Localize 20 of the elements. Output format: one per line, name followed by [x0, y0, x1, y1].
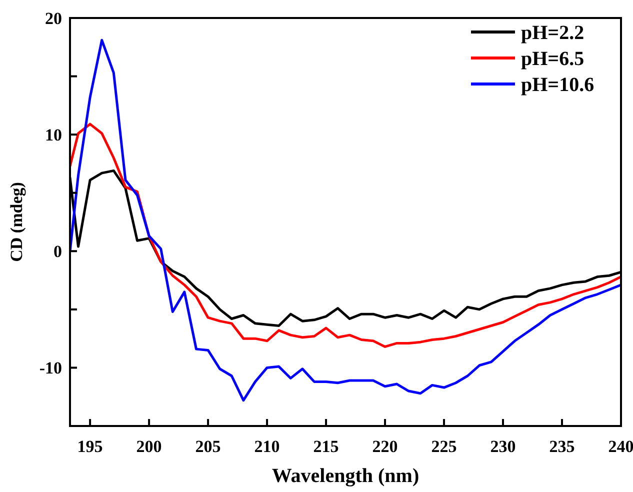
line-series — [70, 122, 621, 348]
legend-label: pH=6.5 — [521, 48, 584, 70]
x-tick-label: 205 — [195, 437, 221, 456]
legend-label: pH=2.2 — [521, 22, 584, 44]
x-tick-label: 225 — [431, 437, 457, 456]
x-tick-label: 195 — [77, 437, 103, 456]
y-tick-label: 10 — [45, 126, 62, 145]
x-axis-title: Wavelength (nm) — [272, 465, 420, 487]
y-tick-label: 20 — [45, 8, 62, 28]
x-tick-label: 230 — [490, 437, 516, 456]
x-tick-label: 210 — [254, 437, 280, 456]
x-tick-label: 220 — [372, 437, 398, 456]
y-tick-label: 0 — [54, 242, 62, 262]
y-axis-title: CD (mdeg) — [7, 182, 26, 262]
x-tick-label: 200 — [136, 437, 162, 456]
x-tick-label: 235 — [549, 437, 575, 456]
x-tick-label: 240 — [608, 437, 633, 456]
y-tick-label: -10 — [39, 358, 62, 378]
x-tick-label: 215 — [313, 437, 339, 456]
legend-label: pH=10.6 — [521, 74, 594, 96]
